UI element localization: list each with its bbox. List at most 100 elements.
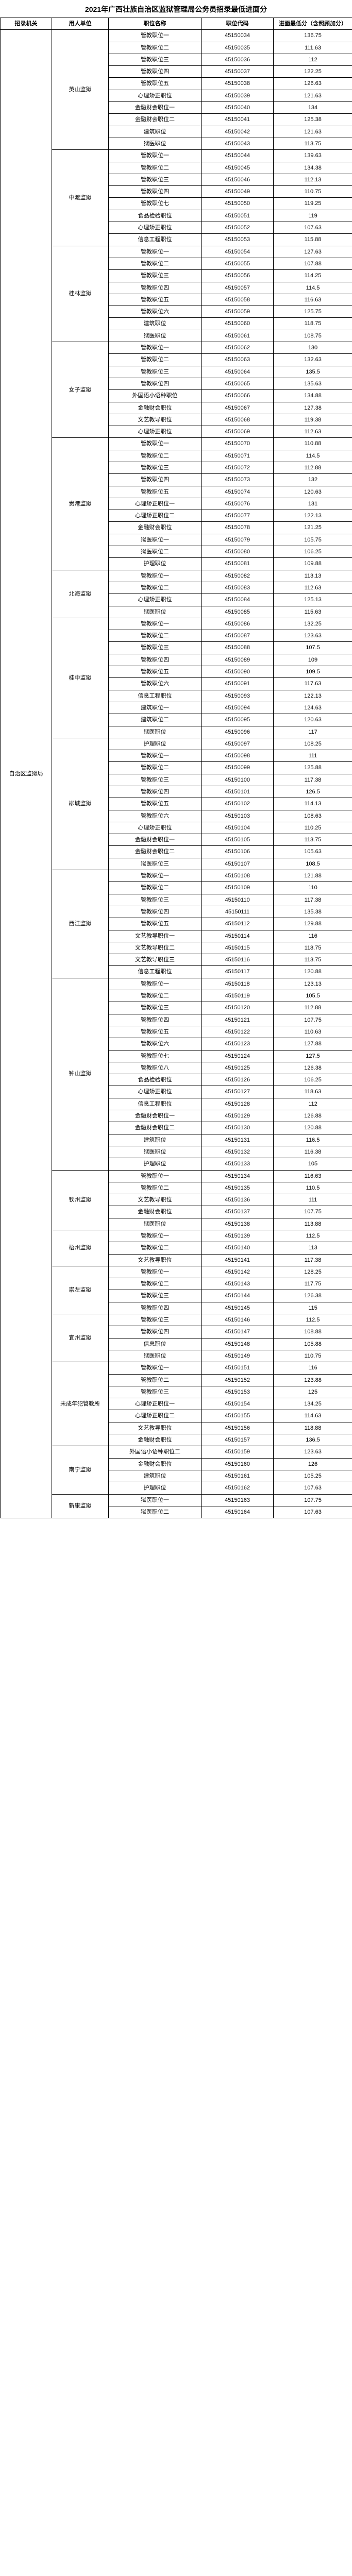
score-cell: 115 [274, 1302, 352, 1314]
position-cell: 管教职位三 [109, 174, 202, 185]
table-row: 宜州监狱管教职位三45150146112.5 [1, 1314, 352, 1326]
code-cell: 45150123 [202, 1038, 274, 1050]
code-cell: 45150073 [202, 474, 274, 486]
score-cell: 132.25 [274, 618, 352, 630]
position-cell: 狱医职位三 [109, 858, 202, 870]
code-cell: 45150040 [202, 102, 274, 114]
position-cell: 管教职位五 [109, 918, 202, 930]
code-cell: 45150115 [202, 942, 274, 954]
table-row: 中渡监狱管教职位一45150044139.63 [1, 150, 352, 162]
position-cell: 管教职位二 [109, 630, 202, 642]
table-row: 女子监狱管教职位一45150062130 [1, 342, 352, 354]
score-cell: 106.25 [274, 1074, 352, 1086]
code-cell: 45150151 [202, 1362, 274, 1374]
code-cell: 45150120 [202, 1002, 274, 1014]
org-cell: 自治区监狱局 [1, 30, 52, 1518]
score-cell: 113.75 [274, 954, 352, 966]
score-cell: 110 [274, 882, 352, 894]
code-cell: 45150078 [202, 522, 274, 534]
position-cell: 心理矫正职位 [109, 90, 202, 101]
position-cell: 信息工程职位 [109, 690, 202, 702]
score-cell: 126.38 [274, 1290, 352, 1302]
position-cell: 护理职位 [109, 738, 202, 750]
code-cell: 45150054 [202, 246, 274, 258]
page-title: 2021年广西壮族自治区监狱管理局公务员招录最低进面分 [0, 0, 352, 18]
position-cell: 管教职位一 [109, 1266, 202, 1278]
score-cell: 113 [274, 1242, 352, 1254]
score-cell: 111 [274, 750, 352, 762]
position-cell: 狱医职位 [109, 1350, 202, 1362]
unit-cell: 北海监狱 [52, 570, 109, 618]
position-cell: 外国语小语种职位 [109, 390, 202, 402]
score-cell: 106.25 [274, 546, 352, 558]
position-cell: 心理矫正职位 [109, 594, 202, 606]
code-cell: 45150036 [202, 54, 274, 65]
position-cell: 管教职位六 [109, 678, 202, 690]
score-cell: 116 [274, 1362, 352, 1374]
position-cell: 狱医职位 [109, 1218, 202, 1230]
unit-cell: 未成年犯管教所 [52, 1362, 109, 1446]
code-cell: 45150049 [202, 186, 274, 198]
position-cell: 心理矫正职位 [109, 1086, 202, 1098]
score-cell: 112.63 [274, 582, 352, 594]
score-cell: 121.63 [274, 90, 352, 101]
code-cell: 45150065 [202, 378, 274, 389]
position-cell: 管教职位三 [109, 1002, 202, 1014]
score-cell: 132.63 [274, 354, 352, 366]
position-cell: 管教职位二 [109, 42, 202, 54]
table-row: 自治区监狱局英山监狱管教职位一45150034136.75 [1, 30, 352, 42]
code-cell: 45150152 [202, 1374, 274, 1386]
position-cell: 信息工程职位 [109, 966, 202, 978]
score-cell: 132 [274, 474, 352, 486]
code-cell: 45150106 [202, 846, 274, 858]
code-cell: 45150109 [202, 882, 274, 894]
score-cell: 116 [274, 930, 352, 942]
score-cell: 117 [274, 726, 352, 738]
code-cell: 45150111 [202, 906, 274, 918]
code-cell: 45150087 [202, 630, 274, 642]
code-cell: 45150157 [202, 1434, 274, 1446]
code-cell: 45150121 [202, 1014, 274, 1026]
position-cell: 管教职位一 [109, 570, 202, 582]
code-cell: 45150149 [202, 1350, 274, 1362]
score-cell: 116.63 [274, 294, 352, 306]
code-cell: 45150066 [202, 390, 274, 402]
score-cell: 125.38 [274, 114, 352, 126]
unit-cell: 钦州监狱 [52, 1170, 109, 1230]
position-cell: 金融财会职位二 [109, 114, 202, 126]
table-row: 新康监狱狱医职位一45150163107.75 [1, 1494, 352, 1506]
code-cell: 45150046 [202, 174, 274, 185]
code-cell: 45150062 [202, 342, 274, 354]
table-row: 南宁监狱外国语小语种职位二45150159123.63 [1, 1446, 352, 1458]
code-cell: 45150086 [202, 618, 274, 630]
code-cell: 45150114 [202, 930, 274, 942]
score-cell: 123.63 [274, 630, 352, 642]
score-cell: 123.88 [274, 1374, 352, 1386]
position-cell: 狱医职位二 [109, 546, 202, 558]
score-cell: 118.88 [274, 1422, 352, 1434]
score-cell: 121.88 [274, 870, 352, 882]
score-cell: 134.25 [274, 1398, 352, 1410]
score-cell: 125.13 [274, 594, 352, 606]
score-cell: 127.63 [274, 246, 352, 258]
position-cell: 管教职位四 [109, 378, 202, 389]
position-cell: 狱医职位 [109, 726, 202, 738]
code-cell: 45150071 [202, 450, 274, 462]
position-cell: 护理职位 [109, 1482, 202, 1494]
score-cell: 135.38 [274, 906, 352, 918]
position-cell: 管教职位二 [109, 162, 202, 174]
position-cell: 护理职位 [109, 558, 202, 570]
position-cell: 金融财会职位一 [109, 1110, 202, 1122]
position-cell: 管教职位七 [109, 1050, 202, 1062]
position-cell: 管教职位一 [109, 1362, 202, 1374]
position-cell: 管教职位三 [109, 270, 202, 282]
position-cell: 信息工程职位 [109, 1098, 202, 1110]
code-cell: 45150064 [202, 366, 274, 378]
code-cell: 45150134 [202, 1170, 274, 1182]
code-cell: 45150142 [202, 1266, 274, 1278]
code-cell: 45150132 [202, 1146, 274, 1158]
code-cell: 45150084 [202, 594, 274, 606]
score-cell: 110.75 [274, 186, 352, 198]
code-cell: 45150089 [202, 654, 274, 666]
table-row: 桂中监狱管教职位一45150086132.25 [1, 618, 352, 630]
